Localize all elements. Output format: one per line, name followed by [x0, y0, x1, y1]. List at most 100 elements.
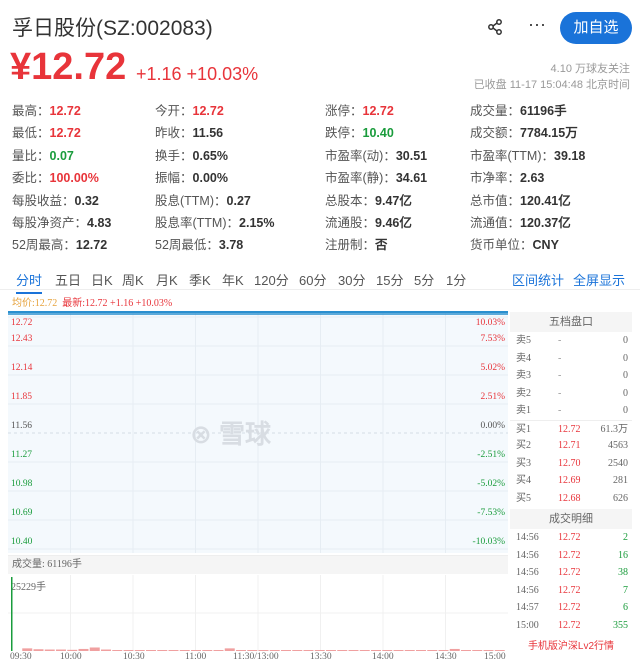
chart-legend: 均价:12.72 最新:12.72 +1.16 +10.03%: [12, 294, 172, 309]
volume-chart[interactable]: 成交量: 61196手 25229手: [8, 555, 508, 651]
stat-label: 股息(TTM)：: [155, 194, 227, 208]
stat-label: 流通股：: [325, 216, 376, 230]
time-tick: 13:30: [310, 652, 332, 662]
stat-value: 120.41亿: [520, 194, 571, 208]
tab-8[interactable]: 60分: [299, 273, 327, 288]
price-tick: 11.85: [11, 392, 33, 402]
pct-tick: -2.51%: [477, 450, 505, 460]
tab-2[interactable]: 日K: [91, 273, 113, 288]
tab-4[interactable]: 月K: [156, 273, 178, 288]
current-price: ¥12.72: [10, 46, 127, 88]
stat-value: 120.37亿: [520, 216, 571, 230]
tab-5[interactable]: 季K: [189, 273, 211, 288]
trade-price: 12.72: [558, 549, 581, 561]
pct-tick: 7.53%: [480, 334, 505, 344]
stat-value: 0.00%: [192, 171, 228, 185]
level-label: 买5: [516, 492, 531, 504]
xueqiu-watermark: ⊗ 雪球: [190, 419, 272, 449]
stat-value: 否: [375, 238, 388, 252]
pct-tick: -7.53%: [477, 508, 505, 518]
volume-bar: [44, 649, 55, 651]
stat-value: 12.72: [49, 104, 81, 118]
volume-bar: [314, 650, 325, 651]
volume-bar: [393, 650, 404, 651]
tab-10[interactable]: 15分: [376, 273, 404, 288]
stat-value: 2.63: [520, 171, 545, 185]
trade-time: 14:57: [516, 602, 539, 613]
trade-row: 14:57 12.72 6: [510, 599, 632, 617]
stat-item: 每股净资产：4.83: [12, 212, 111, 231]
price-tick: 10.40: [11, 537, 33, 547]
time-tick: 14:00: [372, 652, 394, 662]
stat-label: 市净率：: [470, 171, 521, 185]
tab-9[interactable]: 30分: [338, 273, 366, 288]
pct-tick: 5.02%: [480, 363, 505, 373]
stat-item: 总市值：120.41亿: [470, 190, 571, 209]
level-price: -: [558, 370, 562, 381]
lv2-link[interactable]: 手机版沪深Lv2行情: [527, 641, 615, 652]
stat-item: 跌停：10.40: [325, 122, 394, 141]
stat-label: 货币单位：: [470, 238, 533, 252]
stat-value: 10.40: [362, 126, 394, 140]
stat-label: 流通值：: [470, 216, 521, 230]
stat-label: 振幅：: [155, 171, 193, 185]
stat-item: 52周最低：3.78: [155, 234, 243, 253]
volume-bar: [78, 648, 89, 651]
stat-label: 量比：: [12, 149, 50, 163]
volume-bar: [134, 650, 145, 651]
volume-bar: [416, 650, 426, 651]
stat-item: 今开：12.72: [155, 100, 224, 119]
stat-label: 市盈率(TTM)：: [470, 149, 555, 163]
add-watchlist-button[interactable]: 加自选: [560, 12, 632, 44]
stat-label: 昨收：: [155, 126, 193, 140]
more-icon[interactable]: ···: [528, 14, 546, 34]
time-tick: 15:00: [484, 652, 506, 662]
volume-bar: [224, 648, 235, 651]
stat-label: 52周最低：: [155, 238, 219, 252]
followers-count: 4.10 万球友关注: [550, 63, 630, 75]
trade-time: 14:56: [516, 549, 539, 561]
tab-12[interactable]: 1分: [446, 273, 467, 288]
stat-label: 委比：: [12, 171, 50, 185]
stat-value: 61196手: [520, 104, 567, 118]
volume-bar: [11, 577, 13, 651]
tab-7[interactable]: 120分: [254, 273, 289, 288]
tab-11[interactable]: 5分: [414, 273, 435, 288]
volume-bar: [247, 650, 258, 651]
tab-6[interactable]: 年K: [222, 273, 244, 288]
stat-value: 0.27: [226, 194, 251, 208]
volume-bar: [348, 650, 359, 651]
stat-item: 成交量：61196手: [470, 100, 567, 119]
stat-item: 市盈率(静)：34.61: [325, 167, 427, 186]
trade-row: 14:56 12.72 38: [510, 564, 632, 582]
price-tick: 10.98: [11, 479, 33, 489]
stat-label: 52周最高：: [12, 238, 76, 252]
volume-bar: [202, 650, 213, 651]
price-chart[interactable]: 12.72 10.03% 12.43 7.53% 12.14 5.02% 11.85 2.51…: [8, 311, 508, 553]
level-label: 买1: [516, 423, 531, 435]
level-volume: 61.3万: [600, 423, 629, 435]
volume-bar: [449, 648, 460, 651]
tab-3[interactable]: 周K: [122, 273, 144, 288]
price-tick: 10.69: [11, 508, 33, 518]
fullscreen-link[interactable]: 全屏显示: [573, 273, 626, 288]
stat-item: 昨收：11.56: [155, 122, 223, 141]
share-icon[interactable]: [486, 18, 504, 36]
time-tick: 10:00: [60, 652, 82, 662]
stat-value: 30.51: [395, 149, 428, 163]
volume-bar: [179, 650, 190, 651]
stat-value: 0.65%: [192, 149, 228, 163]
trade-row: 14:56 12.72 2: [510, 529, 632, 547]
tab-0[interactable]: 分时: [16, 270, 43, 294]
level-volume: 0: [623, 370, 628, 381]
trade-time: 14:56: [516, 584, 539, 596]
level-price: 12.71: [558, 440, 581, 451]
level-label: 买2: [516, 440, 531, 451]
volume-bar: [56, 649, 66, 651]
volume-bar: [337, 650, 348, 651]
volume-bar: [236, 650, 246, 651]
range-stats-link[interactable]: 区间统计: [512, 273, 565, 288]
stat-value: 4.83: [87, 216, 112, 230]
tab-1[interactable]: 五日: [55, 273, 82, 288]
stat-value: 3.78: [218, 238, 244, 252]
